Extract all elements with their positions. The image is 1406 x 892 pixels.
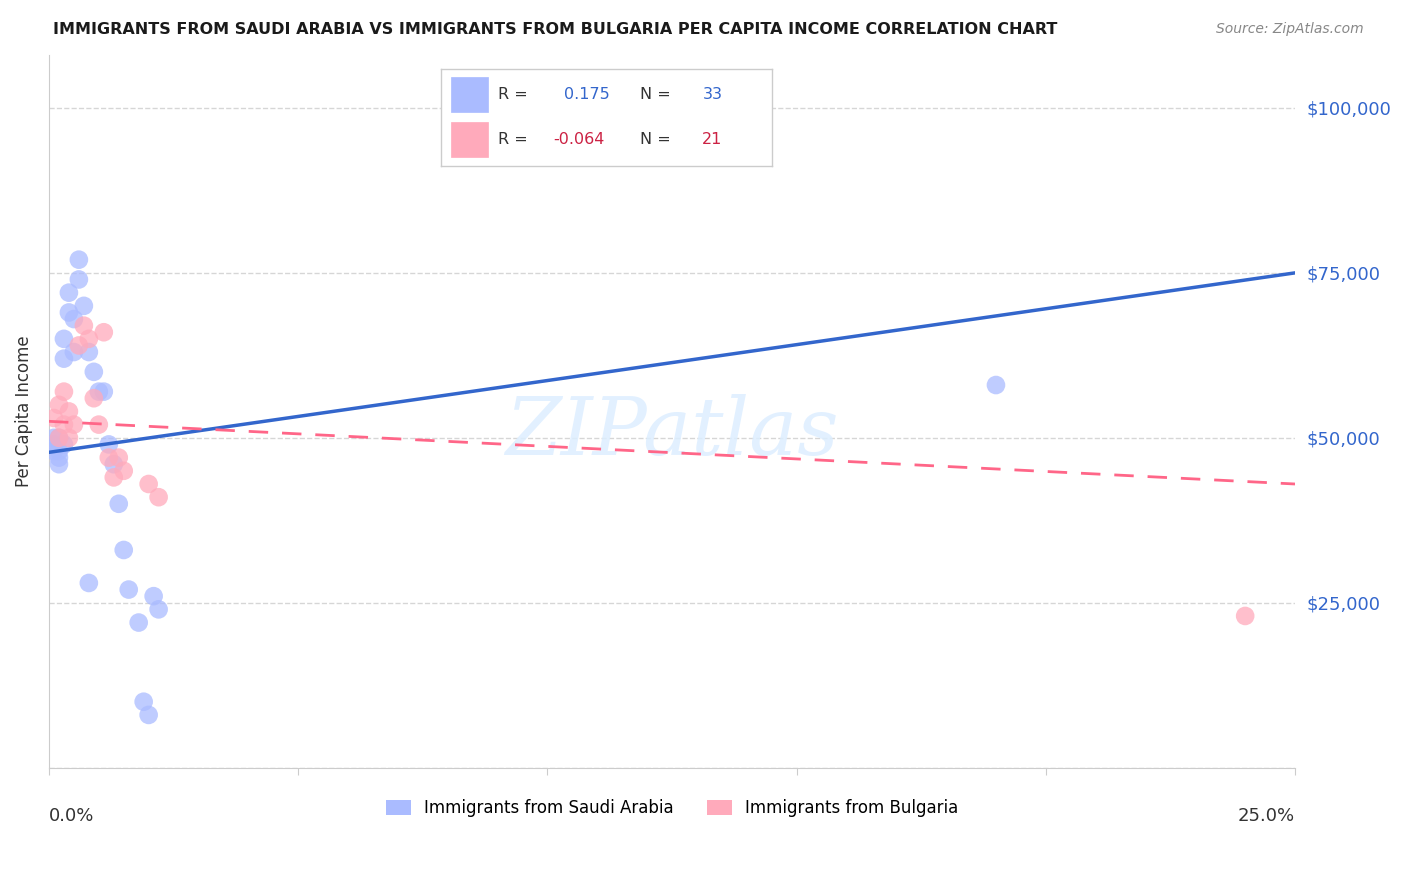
Text: 0.0%: 0.0% [49,807,94,825]
Point [118,582,141,597]
Point [42,437,65,451]
Point [83,391,105,405]
Point [58,431,80,445]
Point [112,464,135,478]
Point [77,345,100,359]
Point [48,431,70,445]
Point [148,490,170,504]
Point [103,470,125,484]
Point [107,450,129,465]
Point [48,450,70,465]
Point [112,543,135,558]
Legend: Immigrants from Saudi Arabia, Immigrants from Bulgaria: Immigrants from Saudi Arabia, Immigrants… [378,792,965,823]
Point [93,325,115,339]
Point [138,707,160,722]
Point [138,477,160,491]
Point [87,417,110,432]
Point [52,437,75,451]
Point [63,417,86,432]
Point [103,457,125,471]
Point [67,338,90,352]
Point [77,332,100,346]
Point [1234,609,1257,624]
Text: ZIPatlas: ZIPatlas [505,394,839,472]
Point [52,332,75,346]
Point [42,444,65,458]
Point [83,365,105,379]
Point [58,285,80,300]
Point [77,576,100,591]
Point [48,444,70,458]
Point [63,312,86,326]
Point [73,318,96,333]
Point [97,450,120,465]
Point [148,602,170,616]
Point [97,437,120,451]
Point [984,378,1007,392]
Point [63,345,86,359]
Text: 25.0%: 25.0% [1237,807,1295,825]
Text: IMMIGRANTS FROM SAUDI ARABIA VS IMMIGRANTS FROM BULGARIA PER CAPITA INCOME CORRE: IMMIGRANTS FROM SAUDI ARABIA VS IMMIGRAN… [53,22,1057,37]
Point [67,272,90,286]
Point [87,384,110,399]
Point [42,431,65,445]
Point [42,411,65,425]
Point [48,431,70,445]
Point [58,305,80,319]
Point [48,398,70,412]
Point [93,384,115,399]
Point [132,695,155,709]
Point [67,252,90,267]
Point [52,351,75,366]
Point [107,497,129,511]
Point [52,417,75,432]
Point [52,384,75,399]
Point [73,299,96,313]
Point [48,457,70,471]
Point [142,589,165,603]
Y-axis label: Per Capita Income: Per Capita Income [15,335,32,487]
Point [128,615,150,630]
Text: Source: ZipAtlas.com: Source: ZipAtlas.com [1216,22,1364,37]
Point [58,404,80,418]
